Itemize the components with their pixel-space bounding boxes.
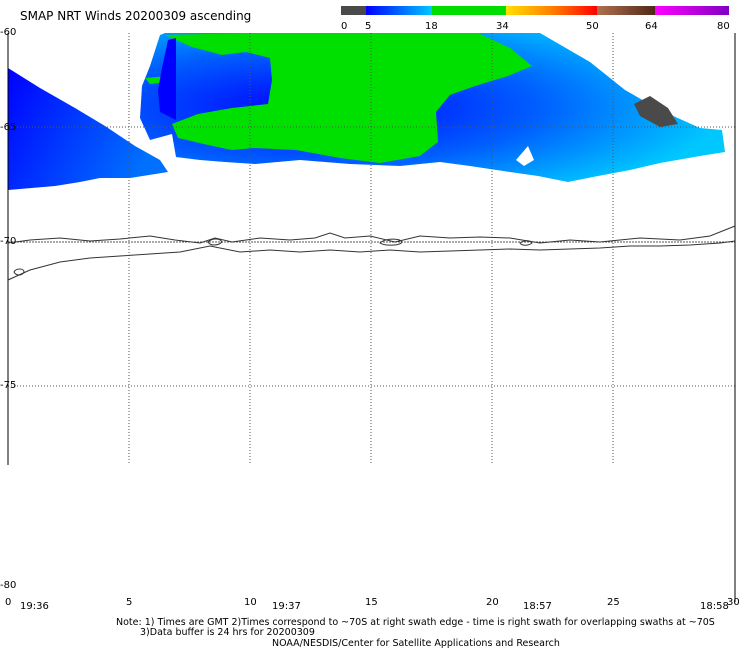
colorbar-segment-moderate [432,6,506,15]
swath-right-gap [540,33,735,60]
swath-main-green [165,33,532,163]
map-title: SMAP NRT Winds 20200309 ascending [20,9,252,23]
lat-label: -60 [0,27,17,38]
lon-label: 20 [486,597,499,608]
coastline-antarctica [7,225,736,244]
lon-label: 10 [244,597,257,608]
lon-label: 30 [727,597,740,608]
lon-label: 5 [126,597,133,608]
lat-label: -80 [0,580,17,591]
coastline-inner [7,240,736,281]
colorbar-label: 50 [586,21,599,32]
swath-blue-gap [158,38,176,120]
lon-label: 0 [5,597,12,608]
colorbar-label: 80 [717,21,730,32]
colorbar-segment-storm [597,6,655,15]
swath-left-band [8,33,60,66]
coastline-island [519,240,533,246]
time-label: 18:57 [523,601,552,612]
note-line-3: NOAA/NESDIS/Center for Satellite Applica… [272,638,560,649]
colorbar-segment-calm [341,6,366,15]
swath-data-gap [516,146,534,166]
time-label: 19:37 [272,601,301,612]
lon-label: 25 [607,597,620,608]
swath-left-upper [8,68,168,190]
wind-speed-colorbar [341,6,729,15]
colorbar-segment-gale [506,6,597,15]
lat-label: -70 [0,236,17,247]
colorbar-label: 34 [496,21,509,32]
colorbar-label: 18 [425,21,438,32]
colorbar-label: 0 [341,21,348,32]
lat-label: -65 [0,122,17,133]
coastline-island [13,268,25,276]
colorbar-segment-hurricane [655,6,729,15]
colorbar-label: 5 [365,21,372,32]
coastline-island [207,238,223,246]
time-label: 19:36 [20,601,49,612]
lon-label: 15 [365,597,378,608]
colorbar-label: 64 [645,21,658,32]
note-line-1: Note: 1) Times are GMT 2)Times correspon… [116,617,715,628]
swath-calm-patch [634,96,678,127]
colorbar-segment-low [366,6,432,15]
note-line-2: 3)Data buffer is 24 hrs for 20200309 [140,627,315,638]
time-label: 18:58 [700,601,729,612]
coastline-island [379,238,403,246]
lat-label: -75 [0,380,17,391]
